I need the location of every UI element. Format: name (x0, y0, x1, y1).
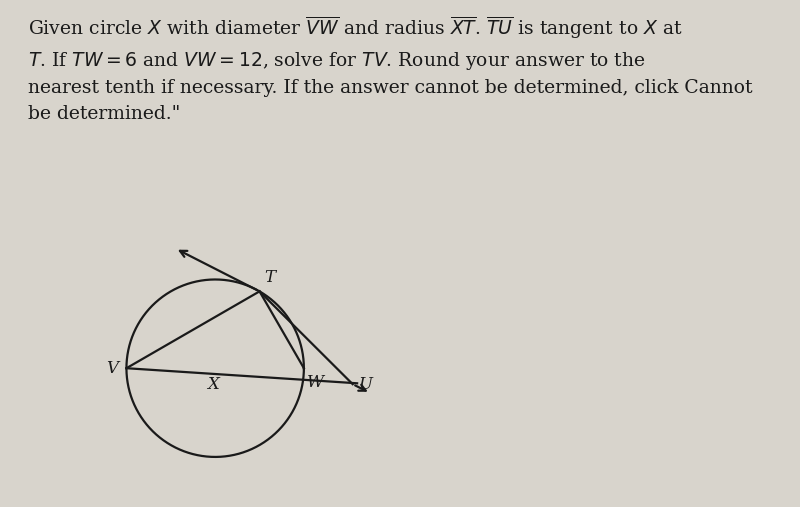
Text: T: T (264, 269, 275, 286)
Text: X: X (207, 376, 219, 393)
Text: W: W (306, 374, 324, 391)
Text: V: V (106, 359, 118, 377)
Text: Given circle $\it{X}$ with diameter $\overline{\it{VW}}$ and radius $\overline{\: Given circle $\it{X}$ with diameter $\ov… (28, 14, 752, 123)
Text: U: U (359, 376, 373, 393)
